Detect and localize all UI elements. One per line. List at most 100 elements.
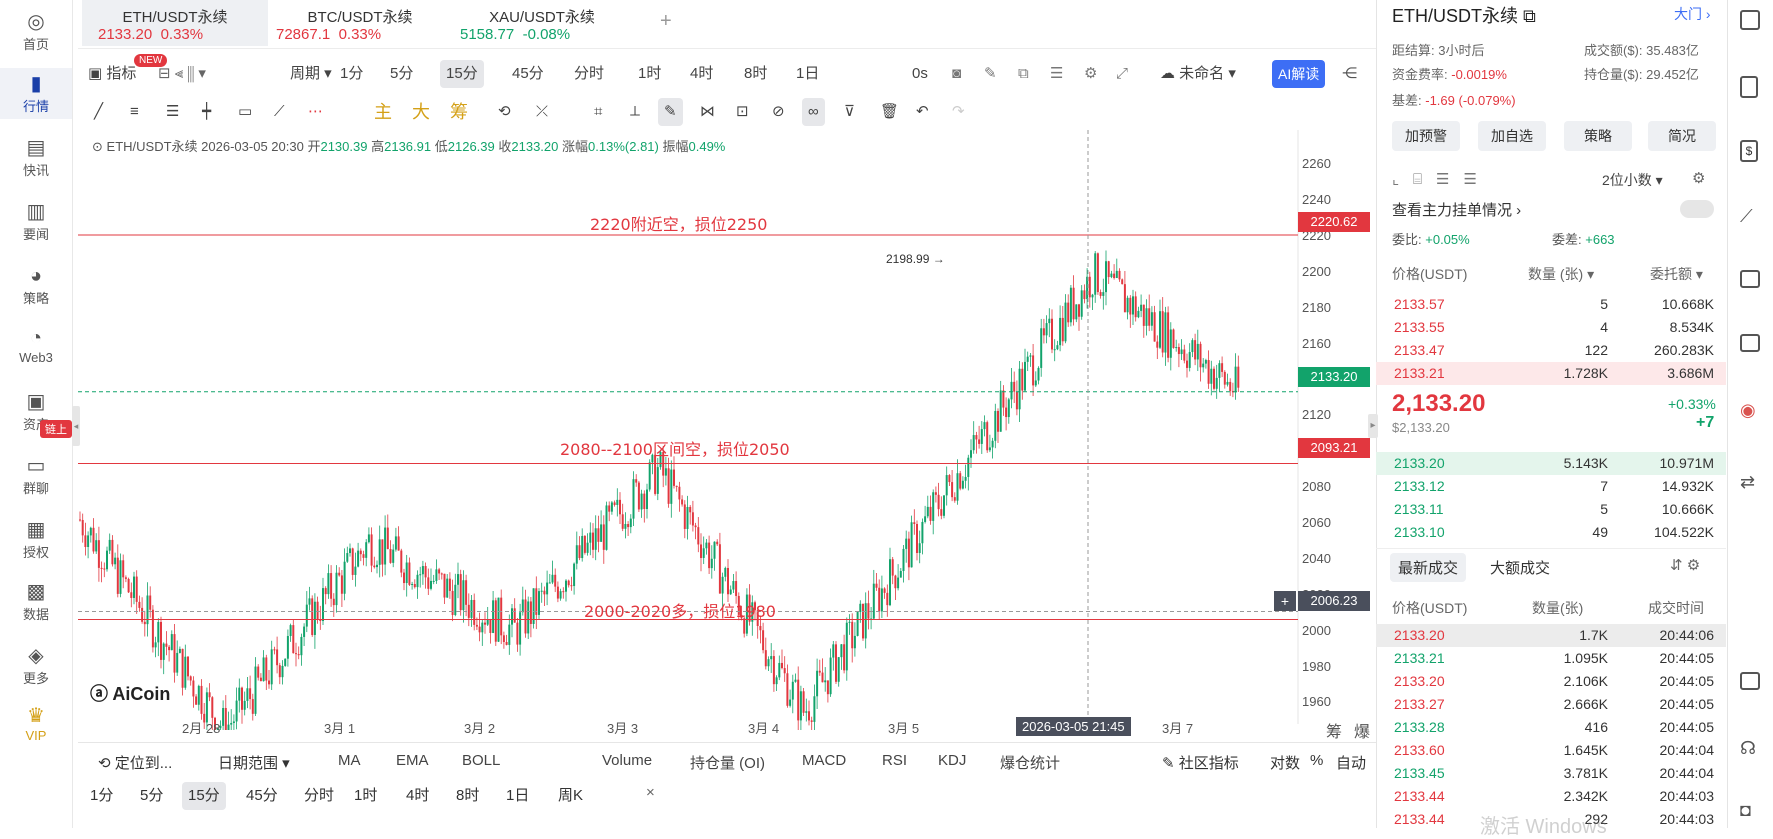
filter-icon[interactable]: ⊽	[844, 103, 855, 120]
ask-row[interactable]: 2133.55 4 8.534K	[1376, 316, 1726, 339]
sidebar-item-11[interactable]: ♛ VIP	[0, 700, 72, 747]
fullscreen-icon[interactable]: ⤢	[1116, 65, 1129, 82]
tab-eth[interactable]: ETH/USDT永续 2133.20 0.33%	[82, 0, 268, 46]
hide-icon[interactable]: ⊘	[772, 103, 785, 120]
sidebar-item-0[interactable]: ◎ 首页	[0, 6, 72, 57]
pen-icon[interactable]: ✎	[984, 65, 997, 82]
trash-icon[interactable]: 🗑	[880, 103, 900, 120]
period-5[interactable]: 1时	[638, 65, 662, 82]
sidebar-item-8[interactable]: ▦ 授权	[0, 514, 72, 565]
bottom-period-7[interactable]: 8时	[456, 787, 480, 804]
bottom-period-0[interactable]: 1分	[90, 787, 114, 804]
log-toggle[interactable]: 对数	[1270, 755, 1301, 772]
link-icon[interactable]: ∞	[802, 98, 825, 126]
more-tools-icon[interactable]: ⋯	[308, 103, 323, 120]
indicator-3[interactable]: Volume	[602, 752, 653, 769]
popout-icon[interactable]: ⧉	[1018, 65, 1029, 82]
add-alert-button[interactable]: 加预警	[1392, 121, 1460, 151]
trade-row[interactable]: 2133.45 3.781K 20:44:04	[1376, 762, 1726, 785]
period-3[interactable]: 45分	[512, 65, 544, 82]
main-tool[interactable]: 主	[374, 102, 392, 122]
trade-row[interactable]: 2133.44 2.342K 20:44:03	[1376, 785, 1726, 808]
period-4[interactable]: 分时	[574, 65, 605, 82]
sidebar-item-10[interactable]: ◈ 更多	[0, 640, 72, 691]
liquidation-label[interactable]: 爆	[1354, 724, 1371, 741]
camera-icon[interactable]: ◙	[952, 65, 962, 82]
ask-row[interactable]: 2133.21 1.728K 3.686M	[1376, 362, 1726, 385]
close-period-bar-button[interactable]: ×	[646, 784, 655, 801]
hlines-icon[interactable]: ☰	[166, 103, 180, 120]
indicator-5[interactable]: MACD	[802, 752, 847, 769]
indicator-button[interactable]: ▣ 指标	[88, 65, 137, 82]
bottom-period-8[interactable]: 1日	[506, 787, 530, 804]
monitor-icon[interactable]	[1740, 270, 1760, 288]
sidebar-item-9[interactable]: ▩ 数据	[0, 576, 72, 627]
indicator-6[interactable]: RSI	[882, 752, 908, 769]
bottom-period-9[interactable]: 周K	[558, 787, 584, 804]
period-0[interactable]: 1分	[340, 65, 364, 82]
indicator-0[interactable]: MA	[338, 752, 361, 769]
crosshair-plus-icon[interactable]: +	[1274, 591, 1296, 611]
community-indicator-button[interactable]: ✎ 社区指标	[1162, 755, 1239, 772]
robot-small-icon[interactable]: ◘	[1740, 800, 1751, 820]
tab-latest-trades[interactable]: 最新成交	[1390, 553, 1467, 582]
panel-icon[interactable]	[1740, 672, 1760, 690]
rect-icon[interactable]: ▭	[238, 103, 253, 120]
candlestick-chart[interactable]	[78, 130, 1376, 730]
list-icon[interactable]: ☰	[1050, 65, 1064, 82]
notes-icon[interactable]	[1740, 76, 1758, 98]
share-icon[interactable]: ⋲	[1342, 65, 1357, 82]
add-watchlist-button[interactable]: 加自选	[1478, 121, 1546, 151]
indicator-1[interactable]: EMA	[396, 752, 429, 769]
big-tool[interactable]: 大	[412, 102, 430, 122]
main-orders-link[interactable]: 查看主力挂单情况 ›	[1392, 202, 1522, 219]
lock-icon[interactable]: ⊡	[736, 103, 749, 120]
tag-icon[interactable]: ⌗	[594, 103, 603, 120]
copy-icon[interactable]: ⧉	[1523, 6, 1536, 26]
trend-icon[interactable]: ⟋	[1740, 206, 1753, 226]
layout-dropdown[interactable]: ☁ 未命名 ▾	[1160, 65, 1236, 82]
indicator-8[interactable]: 爆仓统计	[1000, 755, 1061, 772]
headset-icon[interactable]: ☊	[1740, 738, 1756, 758]
decimals-dropdown[interactable]: 2位小数 ▾	[1602, 172, 1663, 188]
indicator-7[interactable]: KDJ	[938, 752, 967, 769]
bottom-period-6[interactable]: 4时	[406, 787, 430, 804]
trade-row[interactable]: 2133.20 1.7K 20:44:06	[1376, 624, 1726, 647]
ob-header-qty[interactable]: 数量 (张) ▾	[1528, 266, 1595, 282]
sidebar-item-2[interactable]: ▤ 快讯	[0, 132, 72, 183]
trade-row[interactable]: 2133.21 1.095K 20:44:05	[1376, 647, 1726, 670]
period-2[interactable]: 15分	[440, 60, 484, 88]
tab-btc[interactable]: BTC/USDT永续 72867.1 0.33%	[270, 0, 450, 46]
add-tab-button[interactable]: +	[660, 10, 672, 32]
sidebar-item-1[interactable]: ▮ 行情	[0, 68, 72, 119]
swap-icon[interactable]: ⇄	[1740, 472, 1756, 492]
ask-row[interactable]: 2133.57 5 10.668K	[1376, 293, 1726, 316]
period-6[interactable]: 4时	[690, 65, 714, 82]
locate-button[interactable]: ⟲ 定位到...	[98, 755, 173, 772]
bottom-period-3[interactable]: 45分	[246, 787, 278, 804]
trade-row[interactable]: 2133.20 2.106K 20:44:05	[1376, 670, 1726, 693]
period-8[interactable]: 1日	[796, 65, 820, 82]
orderbook-settings-icon[interactable]: ⚙	[1692, 170, 1706, 187]
trade-row[interactable]: 2133.27 2.666K 20:44:05	[1376, 693, 1726, 716]
bid-row[interactable]: 2133.12 7 14.932K	[1376, 475, 1726, 498]
trade-row[interactable]: 2133.28 416 20:44:05	[1376, 716, 1726, 739]
brush-icon[interactable]: ✎	[658, 98, 683, 126]
sidebar-item-3[interactable]: ▥ 要闻	[0, 196, 72, 247]
period-dropdown[interactable]: 周期 ▾	[290, 65, 332, 82]
percent-toggle[interactable]: %	[1310, 752, 1324, 769]
bid-row[interactable]: 2133.20 5.143K 10.971M	[1376, 452, 1726, 475]
date-range-button[interactable]: 日期范围 ▾	[218, 755, 290, 772]
period-1[interactable]: 5分	[390, 65, 414, 82]
redo-icon[interactable]: ↷	[952, 103, 965, 120]
collapse-left-handle[interactable]: ◂	[72, 406, 80, 446]
window-icon[interactable]	[1740, 334, 1760, 352]
ruler-icon[interactable]: ⟋	[274, 103, 285, 120]
ruler2-icon[interactable]: ⟂	[630, 103, 641, 120]
layout-grid-icon[interactable]	[1740, 10, 1760, 30]
chart-style-icons[interactable]: ⊟ ⫷ ⫼ ▾	[158, 65, 206, 82]
chip-label[interactable]: 筹	[1326, 724, 1343, 741]
ob-header-total[interactable]: 委托额 ▾	[1650, 266, 1703, 282]
tab-large-trades[interactable]: 大额成交	[1490, 560, 1551, 577]
trade-filter-icon[interactable]: ⇵ ⚙	[1670, 557, 1701, 574]
